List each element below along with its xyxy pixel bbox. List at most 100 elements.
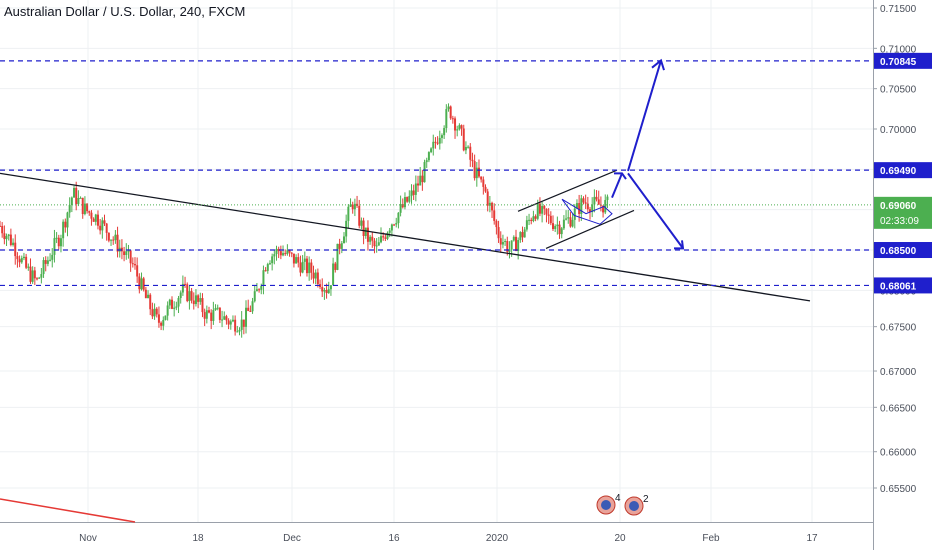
candle [412,190,415,195]
candle [314,272,317,279]
y-tick-label: 0.71000 [880,44,917,55]
candle [242,319,245,327]
candle [384,237,387,239]
candle [210,312,213,321]
candle [332,263,335,286]
x-tick-label: 2020 [486,533,509,544]
candle [227,320,230,325]
candle [216,307,219,309]
candle [92,218,95,222]
event-flag-count: 2 [643,494,649,505]
candle [382,236,385,238]
candle [521,232,524,238]
flag-pattern [561,198,613,225]
candle [5,236,8,240]
candle [88,211,91,213]
candle [523,229,526,238]
candle [340,243,343,249]
candle [162,319,165,326]
candle [499,238,502,245]
candle [528,219,531,221]
candle [369,236,372,242]
current-price-label: 0.69060 [880,201,917,212]
candle [349,204,352,207]
candle [16,256,19,260]
candle [101,220,104,231]
candle [380,236,383,243]
candle [131,263,134,265]
candle [273,254,276,257]
candle [55,237,58,239]
candle [266,264,269,271]
candle [558,224,561,235]
candle [90,212,93,219]
candle [443,128,446,136]
candle [493,210,496,221]
candle [62,221,65,239]
candle [543,206,546,209]
candle [64,221,67,228]
candle [184,283,187,285]
candle [406,197,409,202]
candle [277,248,280,252]
candle [512,236,515,241]
candle [517,240,520,251]
x-tick-label: Feb [702,533,720,544]
candles [0,103,609,338]
candle [386,232,389,239]
candle [238,329,241,332]
candle [301,261,304,273]
candle [29,266,32,282]
candle [506,241,509,252]
candle [223,316,226,320]
candle [155,308,158,315]
candle [138,276,141,290]
candle [282,253,285,256]
candle [560,228,563,235]
candle [414,183,417,195]
candle [133,264,136,266]
candle [110,239,113,241]
candle [565,218,568,220]
candle [75,188,78,205]
candle [38,277,41,279]
candle [438,137,441,144]
candle [170,299,173,309]
candle [234,319,237,332]
candle [40,274,43,278]
candle [554,226,557,230]
candle [33,270,36,279]
candle [297,257,300,263]
candle [321,287,324,292]
candle [221,319,224,321]
arrowhead-up [651,58,665,71]
candle [77,197,80,205]
arrowhead-down [674,240,685,250]
candle [190,291,193,301]
candle [114,234,117,241]
level-label-bg [874,277,932,294]
candle [205,310,208,319]
candle [578,203,581,214]
candle [3,233,6,240]
candle [597,199,600,205]
candle [495,220,498,228]
candle [589,209,592,212]
event-flag-count: 4 [615,493,621,504]
forecast-arrow-up [627,60,662,172]
trend-line [0,172,811,302]
candle [432,141,435,149]
x-tick-label: 16 [388,533,400,544]
level-label: 0.68500 [880,246,917,257]
candle [0,225,1,227]
candle [604,200,607,213]
candle [212,310,215,321]
candle [66,212,69,228]
candle [308,262,311,274]
candle [316,272,319,285]
candle [188,291,191,302]
candle [562,219,565,229]
candle [591,204,594,212]
candle [584,202,587,204]
